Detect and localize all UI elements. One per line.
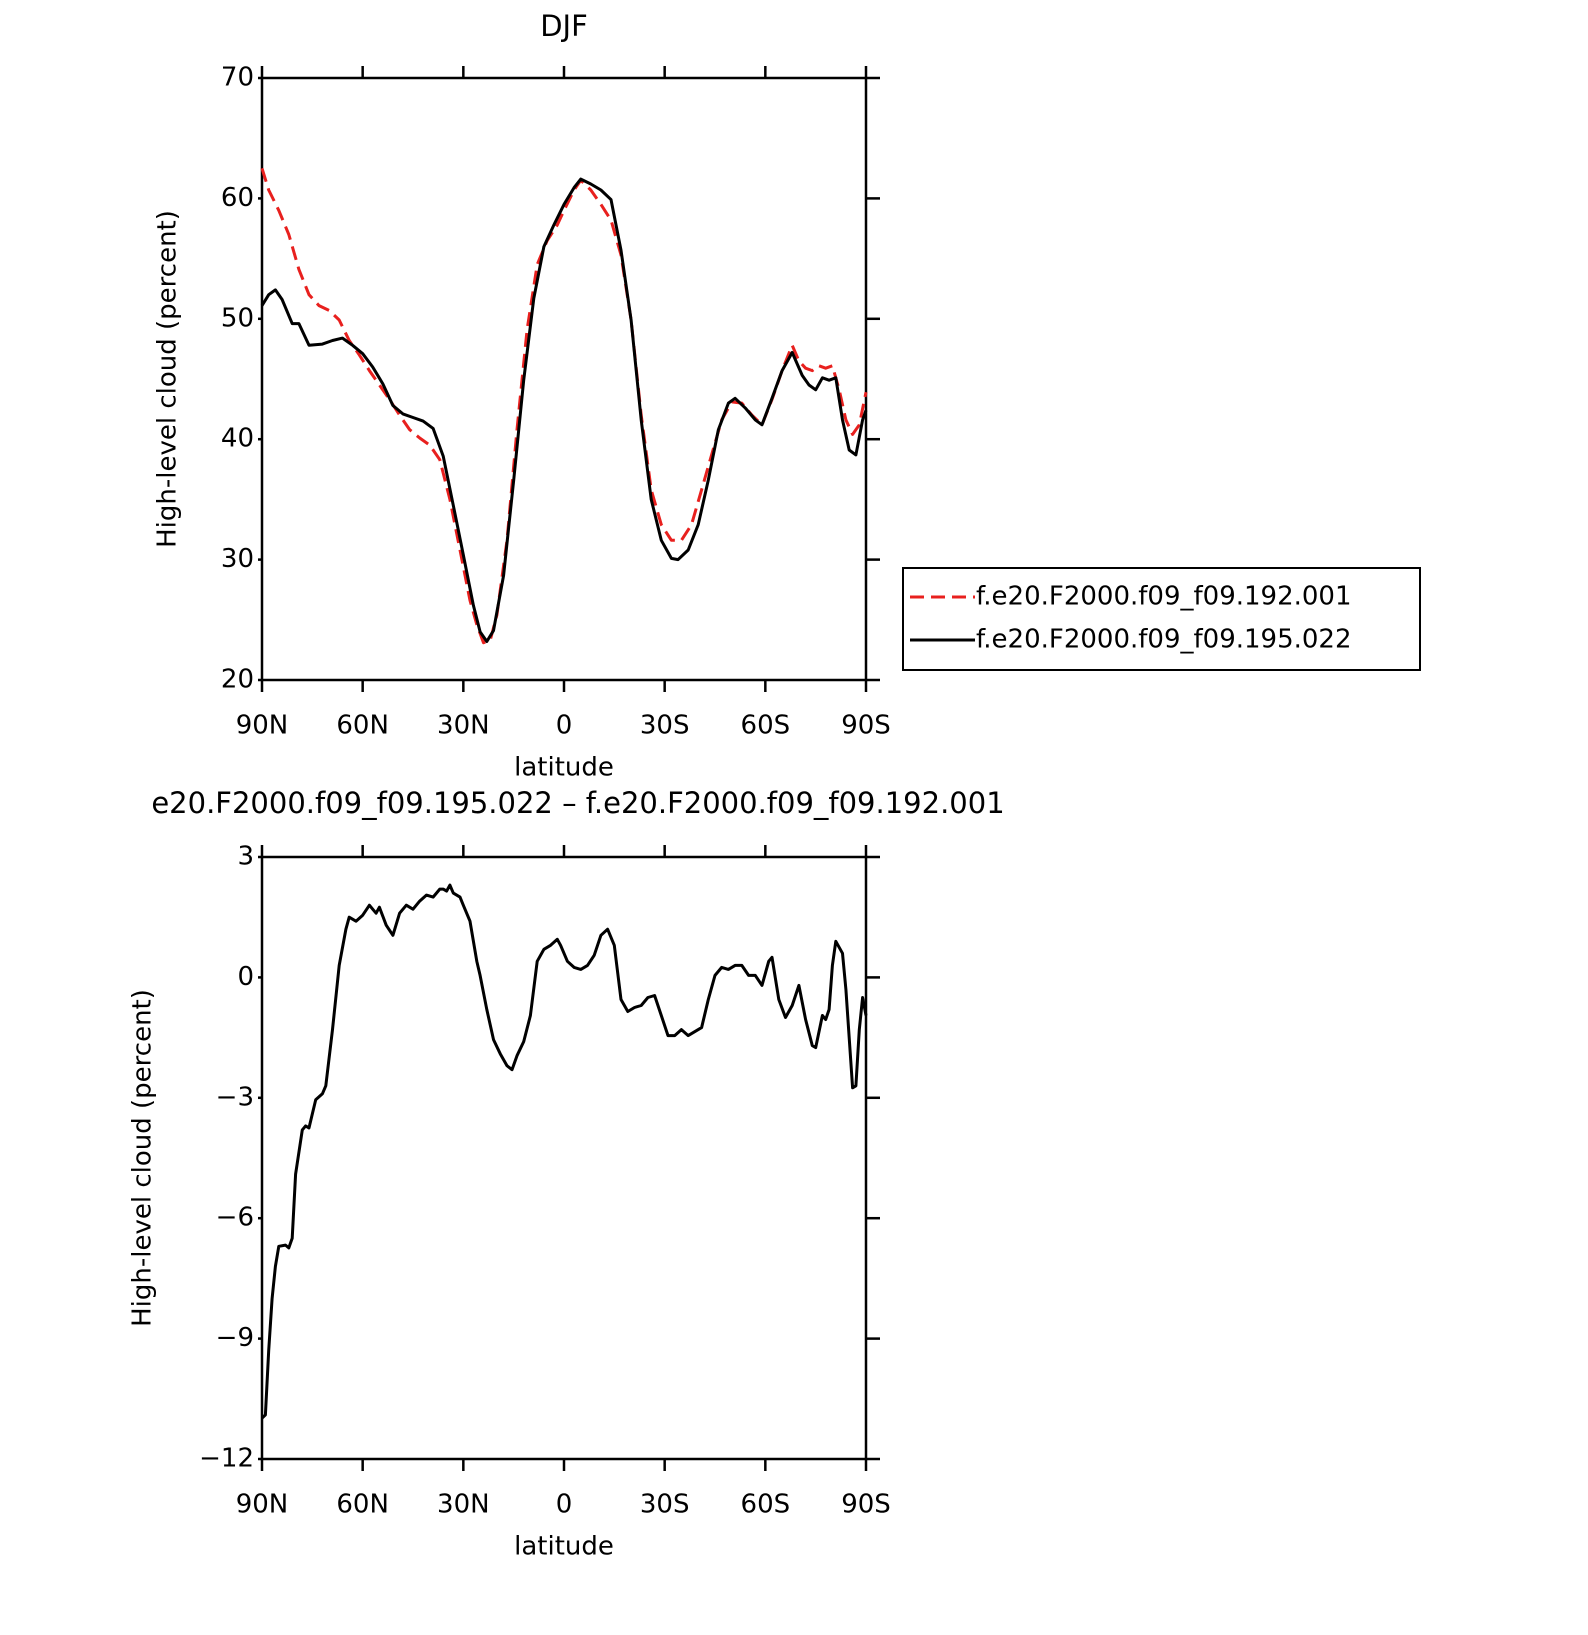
y-tick-label: 40 (221, 424, 254, 454)
plot-frame (260, 76, 868, 682)
x-tick-label: 60S (741, 711, 791, 741)
y-tick-label: 0 (237, 962, 254, 992)
x-tick-label: 30S (640, 1490, 690, 1520)
x-tick-label: 60S (741, 1490, 791, 1520)
x-tick-label: 30N (437, 711, 490, 741)
data-line (260, 177, 868, 643)
data-line (260, 167, 868, 645)
x-tick-label: 90N (236, 711, 289, 741)
x-tick-label: 30S (640, 711, 690, 741)
y-tick-label: −6 (216, 1203, 254, 1233)
y-tick-label: 60 (221, 183, 254, 213)
x-tick-label: 90S (841, 1490, 891, 1520)
y-axis-label: High-level cloud (percent) (128, 989, 158, 1327)
legend-box (902, 567, 1421, 671)
chart-title: e20.F2000.f09_f09.195.022 – f.e20.F2000.… (151, 786, 1004, 820)
x-tick-label: 0 (556, 711, 573, 741)
y-tick-label: 20 (221, 665, 254, 695)
y-axis-label: High-level cloud (percent) (153, 210, 183, 548)
legend-label: f.e20.F2000.f09_f09.192.001 (976, 582, 1352, 612)
chart-title: DJF (540, 9, 588, 43)
data-line (260, 883, 868, 1420)
x-axis-label: latitude (514, 1532, 614, 1562)
x-tick-label: 60N (336, 1490, 389, 1520)
x-axis-label: latitude (514, 753, 614, 783)
x-tick-label: 60N (336, 711, 389, 741)
x-tick-label: 30N (437, 1490, 490, 1520)
x-tick-label: 90S (841, 711, 891, 741)
x-tick-label: 0 (556, 1490, 573, 1520)
y-tick-label: 70 (221, 63, 254, 93)
y-tick-label: 30 (221, 544, 254, 574)
plot-frame (260, 855, 868, 1461)
x-tick-label: 90N (236, 1490, 289, 1520)
y-tick-label: −12 (199, 1444, 254, 1474)
legend-label: f.e20.F2000.f09_f09.195.022 (976, 625, 1352, 655)
y-tick-label: −9 (216, 1323, 254, 1353)
y-tick-label: −3 (216, 1082, 254, 1112)
y-tick-label: 50 (221, 303, 254, 333)
y-tick-label: 3 (237, 842, 254, 872)
